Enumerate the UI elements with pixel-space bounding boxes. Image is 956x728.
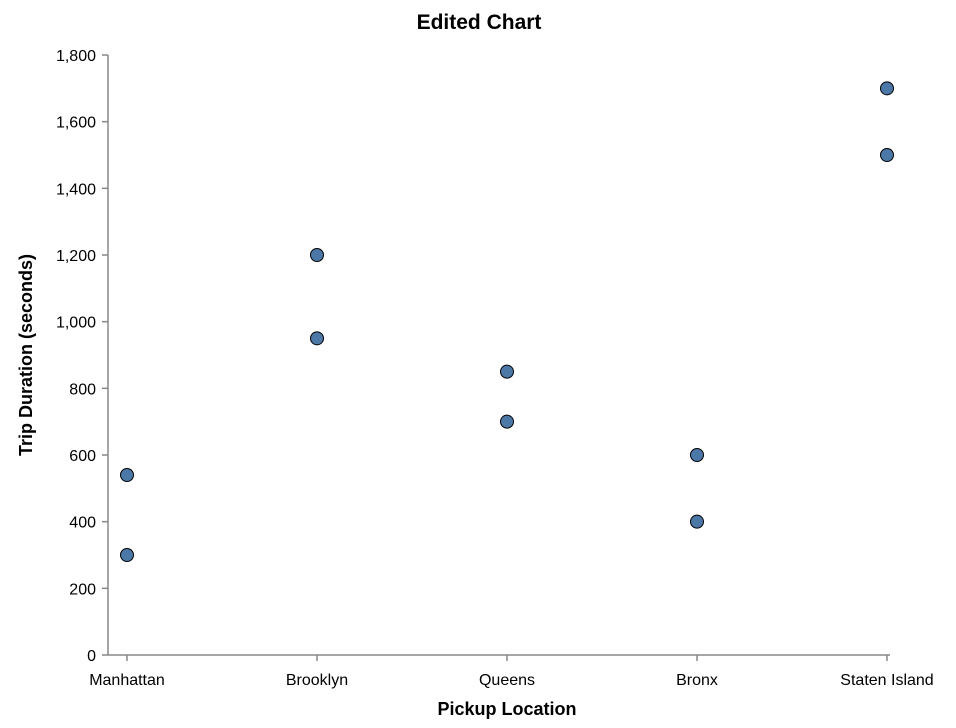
data-point <box>880 81 894 96</box>
x-tick-label: Queens <box>479 672 535 689</box>
data-point <box>880 148 894 162</box>
data-point <box>500 364 514 379</box>
data-point <box>690 514 704 529</box>
y-tick-label: 600 <box>69 448 96 465</box>
x-axis: Manhattan Brooklyn Queens Bronx Staten Islan… <box>89 654 934 689</box>
data-point <box>310 248 324 262</box>
y-tick-label: 1,600 <box>56 115 96 132</box>
x-tick-label: Manhattan <box>89 672 165 689</box>
y-tick-label: 0 <box>87 648 96 665</box>
y-axis: 0 200 400 600 800 1,000 1,200 1,400 1,600 1,800 <box>56 48 109 665</box>
data-point <box>500 414 514 429</box>
y-tick-label: 1,000 <box>56 315 96 332</box>
x-tick-label: Brooklyn <box>286 672 348 689</box>
data-point <box>120 468 134 482</box>
y-tick-label: 1,800 <box>56 48 96 65</box>
y-tick-label: 1,200 <box>56 248 96 265</box>
y-tick-label: 200 <box>69 581 96 598</box>
y-tick-label: 800 <box>69 381 96 398</box>
data-points <box>120 81 894 562</box>
y-tick-label: 400 <box>69 515 96 532</box>
x-axis-title: Pickup Location <box>437 699 576 719</box>
data-point <box>120 548 134 562</box>
y-axis-title: Trip Duration (seconds) <box>16 254 36 456</box>
chart-title: Edited Chart <box>417 11 542 34</box>
x-tick-label: Staten Island <box>840 672 933 689</box>
data-point <box>310 331 324 346</box>
data-point <box>690 448 704 462</box>
y-tick-label: 1,400 <box>56 181 96 198</box>
x-tick-label: Bronx <box>676 672 718 689</box>
